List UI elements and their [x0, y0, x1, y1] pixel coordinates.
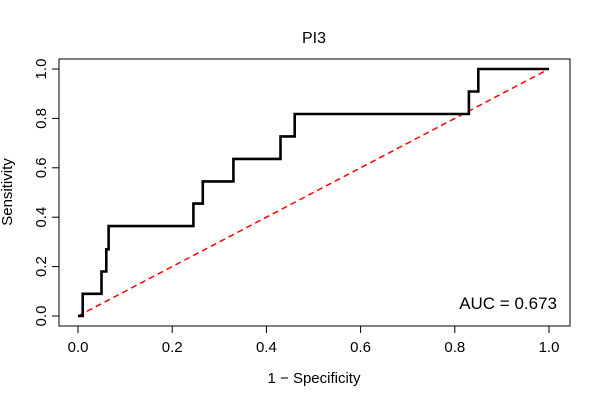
x-tick-label: 0.4	[256, 339, 277, 356]
chart-title: PI3	[302, 30, 326, 47]
y-axis-title: Sensitivity	[0, 158, 16, 226]
y-tick-label: 0.4	[33, 207, 50, 228]
auc-annotation: AUC = 0.673	[459, 294, 557, 313]
x-axis: 0.0 0.2 0.4 0.6 0.8 1.0	[68, 325, 560, 356]
y-axis: 0.0 0.2 0.4 0.6 0.8 1.0	[33, 59, 60, 327]
x-axis-title: 1 − Specificity	[268, 370, 361, 387]
roc-curve-line	[78, 67, 549, 318]
series-layer	[77, 67, 550, 318]
y-tick-label: 0.0	[33, 306, 50, 327]
x-tick-label: 0.0	[68, 339, 89, 356]
y-tick-label: 1.0	[33, 59, 50, 80]
x-tick-label: 0.2	[162, 339, 183, 356]
x-tick-label: 0.8	[444, 339, 465, 356]
y-tick-label: 0.6	[33, 157, 50, 178]
y-tick-label: 0.8	[33, 108, 50, 129]
x-tick-label: 1.0	[539, 339, 560, 356]
reference-diagonal-line	[77, 68, 550, 317]
x-tick-label: 0.6	[350, 339, 371, 356]
y-tick-label: 0.2	[33, 256, 50, 277]
